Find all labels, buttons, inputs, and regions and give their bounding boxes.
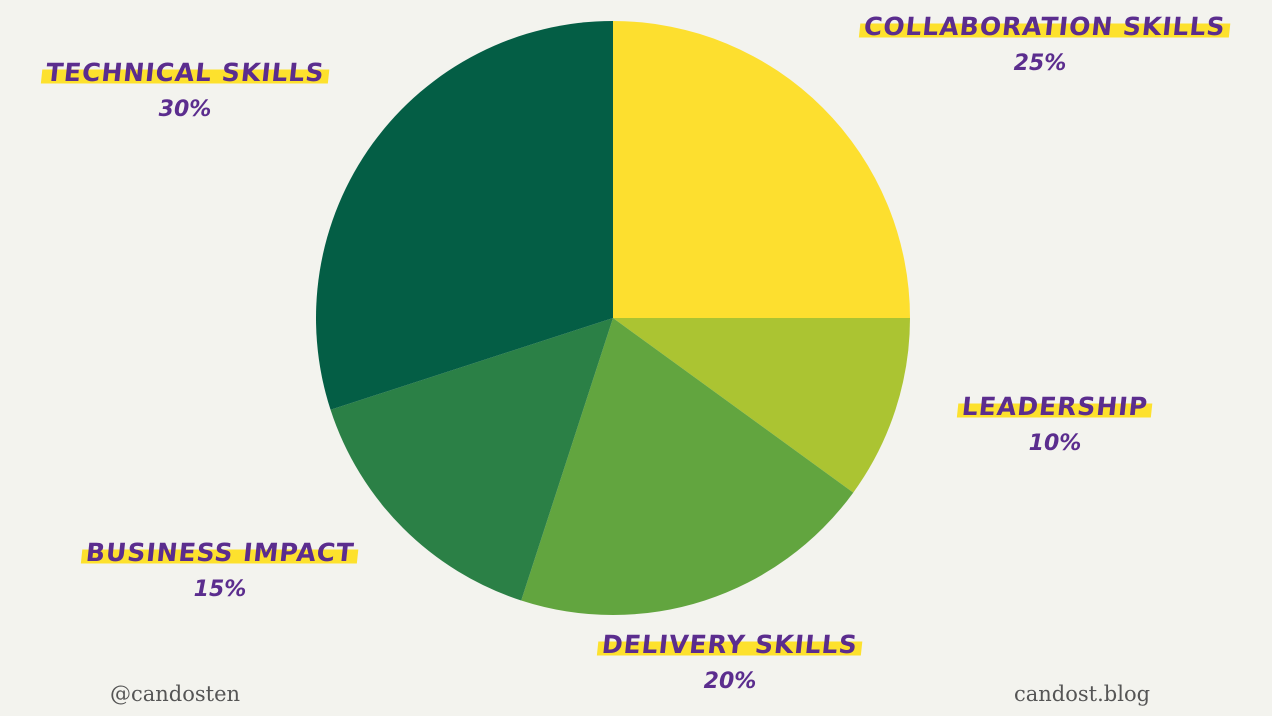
slice-value-technical-skills: 30% [158, 97, 212, 122]
slice-value-leadership: 10% [1028, 431, 1082, 456]
pie-slice-business-impact [330, 318, 613, 601]
label-collaboration-skills: COLLABORATION SKILLS 25% [858, 12, 1232, 76]
label-delivery-skills: DELIVERY SKILLS 20% [575, 630, 885, 694]
pie-slice-collaboration-skills [613, 21, 910, 318]
footer-handle: @candosten [110, 682, 241, 706]
slice-value-collaboration-skills: 25% [1013, 51, 1067, 76]
pie-slice-delivery-skills [521, 318, 854, 615]
slice-label-business-impact: BUSINESS IMPACT [80, 538, 360, 567]
slice-label-delivery-skills: DELIVERY SKILLS [596, 630, 864, 659]
label-leadership: LEADERSHIP 10% [945, 392, 1165, 456]
label-business-impact: BUSINESS IMPACT 15% [70, 538, 370, 602]
slice-label-collaboration-skills: COLLABORATION SKILLS [858, 12, 1232, 41]
pie-slice-technical-skills [316, 21, 613, 410]
slice-label-leadership: LEADERSHIP [956, 392, 1154, 421]
footer-site: candost.blog [1014, 682, 1151, 706]
slice-label-technical-skills: TECHNICAL SKILLS [40, 58, 330, 87]
slice-value-business-impact: 15% [193, 577, 247, 602]
label-technical-skills: TECHNICAL SKILLS 30% [30, 58, 340, 122]
pie-slice-leadership [613, 318, 910, 493]
slice-value-delivery-skills: 20% [703, 669, 757, 694]
